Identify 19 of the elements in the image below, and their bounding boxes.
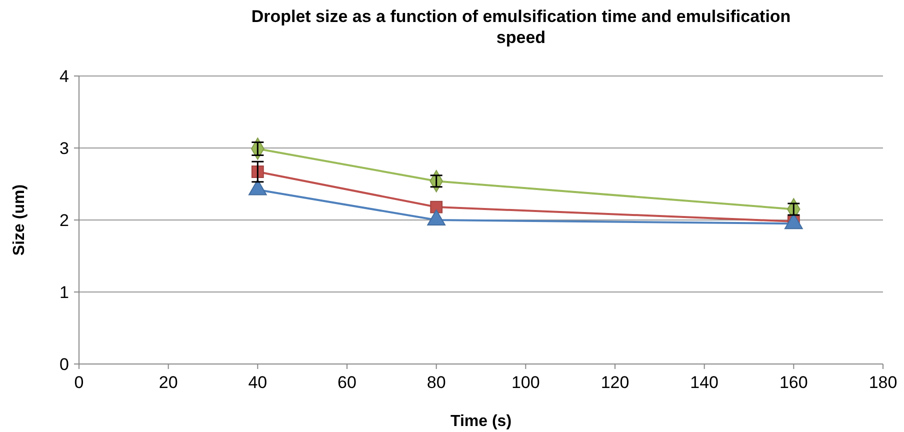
y-tick-label: 3 bbox=[60, 139, 69, 158]
x-axis-title: Time (s) bbox=[450, 413, 512, 430]
chart-title: Droplet size as a function of emulsification time and emulsification speed bbox=[251, 7, 791, 47]
x-tick-label: 100 bbox=[511, 373, 540, 392]
x-tick-label: 180 bbox=[868, 373, 898, 392]
x-tick-label: 120 bbox=[600, 373, 630, 392]
x-tick-label: 60 bbox=[338, 373, 356, 392]
point bbox=[430, 200, 443, 214]
y-axis-title: Size (um) bbox=[11, 184, 28, 256]
y-tick-label: 1 bbox=[60, 283, 69, 302]
x-tick-label: 0 bbox=[74, 373, 84, 392]
x-tick-label: 40 bbox=[248, 373, 268, 392]
x-tick-label: 160 bbox=[779, 373, 808, 392]
y-tick-label: 4 bbox=[60, 67, 69, 86]
x-tick-label: 80 bbox=[426, 373, 446, 392]
y-tick-label: 0 bbox=[60, 355, 69, 374]
x-tick-label: 140 bbox=[690, 373, 719, 392]
x-tick-label: 20 bbox=[158, 373, 178, 392]
y-tick-label: 2 bbox=[60, 211, 69, 230]
